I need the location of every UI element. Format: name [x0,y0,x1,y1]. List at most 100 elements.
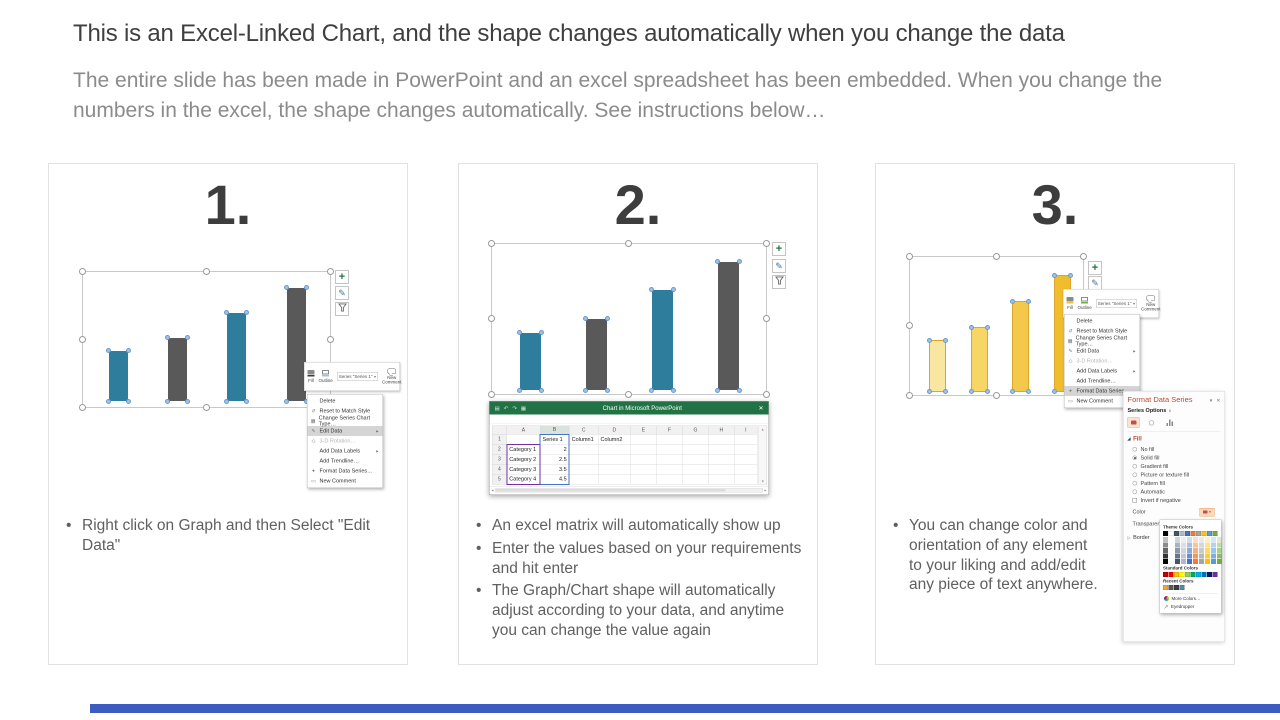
cell[interactable]: 3.5 [539,464,570,475]
chart-bar[interactable] [649,287,676,393]
chart-styles-button[interactable]: ✎ [335,286,349,300]
series-dropdown[interactable]: Series "Series 1" ▾ [1095,299,1137,308]
scroll-right-icon[interactable]: ▸ [764,488,767,493]
color-swatch[interactable] [1179,572,1185,577]
column-header[interactable]: H [708,425,735,435]
color-tint-swatch[interactable] [1181,559,1186,564]
color-swatch[interactable] [1196,572,1201,577]
color-tint-swatch[interactable] [1205,542,1210,548]
cell[interactable] [708,434,735,445]
color-swatch[interactable] [1201,531,1207,536]
column-header[interactable]: G [682,425,709,435]
bar-handle[interactable] [1068,273,1073,278]
quick-access-toolbar[interactable]: ▤ ↶ ↷ ▦ [495,405,527,412]
bar-handle[interactable] [649,388,654,393]
redo-icon[interactable]: ↷ [512,405,517,412]
fill-section-header[interactable]: ◢ Fill [1127,435,1142,442]
chart-bar[interactable] [517,330,544,393]
bar-handle[interactable] [715,259,720,264]
radio-button[interactable] [1132,455,1137,460]
selection-handle[interactable] [202,404,210,411]
bar-handle[interactable] [224,310,229,315]
cell[interactable] [708,454,735,465]
bar-handle[interactable] [126,348,131,353]
chart-elements-button[interactable]: + [1088,261,1102,275]
cell[interactable]: Category 4 [506,474,541,485]
selection-handle[interactable] [488,315,495,322]
fill-line-tab-icon[interactable] [1127,417,1140,428]
new-comment-button[interactable]: New Comment [1141,295,1160,311]
radio-button[interactable] [1132,481,1137,486]
chart-bar[interactable] [715,259,742,393]
chart-filters-button[interactable] [335,302,349,316]
cell[interactable]: Column1 [568,434,599,445]
color-swatch[interactable] [1201,572,1207,577]
chart-bar[interactable] [969,325,990,394]
cell[interactable] [597,474,631,485]
color-tint-swatch[interactable] [1181,542,1186,548]
color-swatch[interactable] [1212,572,1218,577]
fill-option[interactable]: No fill [1128,445,1221,454]
cell[interactable] [597,454,631,465]
color-tint-swatch[interactable] [1217,553,1222,559]
color-tint-swatch[interactable] [1175,537,1180,542]
scroll-left-icon[interactable]: ◂ [491,488,494,493]
column-header[interactable]: F [656,425,683,435]
vertical-scrollbar[interactable]: ▴ ▾ [758,425,767,485]
selection-handle[interactable] [763,391,770,398]
column-header[interactable]: C [568,425,599,435]
color-tint-swatch[interactable] [1163,548,1168,553]
bar-handle[interactable] [1052,389,1057,394]
color-tint-swatch[interactable] [1217,559,1222,564]
cell[interactable]: Category 1 [506,443,541,455]
color-swatch[interactable] [1168,572,1174,577]
chart-bar[interactable] [583,316,610,393]
selection-handle[interactable] [906,392,913,399]
radio-button[interactable] [1132,447,1137,452]
chart-elements-button[interactable]: + [335,270,349,284]
color-tint-swatch[interactable] [1193,559,1198,564]
radio-button[interactable] [1132,472,1137,477]
context-menu-item[interactable]: Add Data Labels ▸ [1065,366,1140,376]
selection-handle[interactable] [1080,253,1087,260]
cell[interactable] [630,434,657,445]
bar-handle[interactable] [517,330,522,335]
context-menu-item[interactable]: ▦ Change Series Chart Type… [1065,335,1140,347]
selection-handle[interactable] [79,404,86,411]
color-swatch[interactable] [1179,585,1185,590]
color-tint-swatch[interactable] [1175,542,1180,548]
column-header[interactable]: E [630,425,657,435]
color-tint-swatch[interactable] [1181,537,1186,542]
chart-canvas[interactable] [488,240,770,398]
context-menu-item[interactable]: ↺ Reset to Match Style [308,406,383,416]
cell[interactable] [568,444,599,455]
row-header[interactable]: 5 [491,474,508,485]
color-tint-swatch[interactable] [1199,548,1204,553]
chart-styles-button[interactable]: ✎ [772,259,786,273]
bar-handle[interactable] [943,338,948,343]
bar-handle[interactable] [583,316,588,321]
bar-handle[interactable] [927,389,932,394]
bar-handle[interactable] [517,388,522,393]
cell[interactable] [734,434,758,445]
selection-handle[interactable] [488,391,495,398]
color-tint-swatch[interactable] [1187,542,1192,548]
selection-handle[interactable] [763,240,770,247]
color-tint-swatch[interactable] [1169,548,1174,553]
color-tint-swatch[interactable] [1169,553,1174,559]
bar-handle[interactable] [244,310,249,315]
cell[interactable] [656,464,683,475]
cell[interactable] [568,474,599,485]
color-swatch[interactable] [1196,531,1201,536]
chart-elements-button[interactable]: + [772,242,786,256]
context-menu-item[interactable]: Delete [1065,316,1140,326]
color-tint-swatch[interactable] [1211,548,1216,553]
color-swatch[interactable] [1168,531,1174,536]
color-tint-swatch[interactable] [1199,559,1204,564]
series-options-tab-icon[interactable] [1164,418,1176,428]
color-tint-swatch[interactable] [1187,553,1192,559]
color-swatch[interactable] [1163,585,1168,590]
context-menu-item[interactable]: ✦ Format Data Series… [308,466,383,476]
context-menu-item[interactable]: ✎ Edit Data ▸ [1065,346,1140,356]
context-menu-item[interactable]: ↺ Reset to Match Style [1065,326,1140,336]
